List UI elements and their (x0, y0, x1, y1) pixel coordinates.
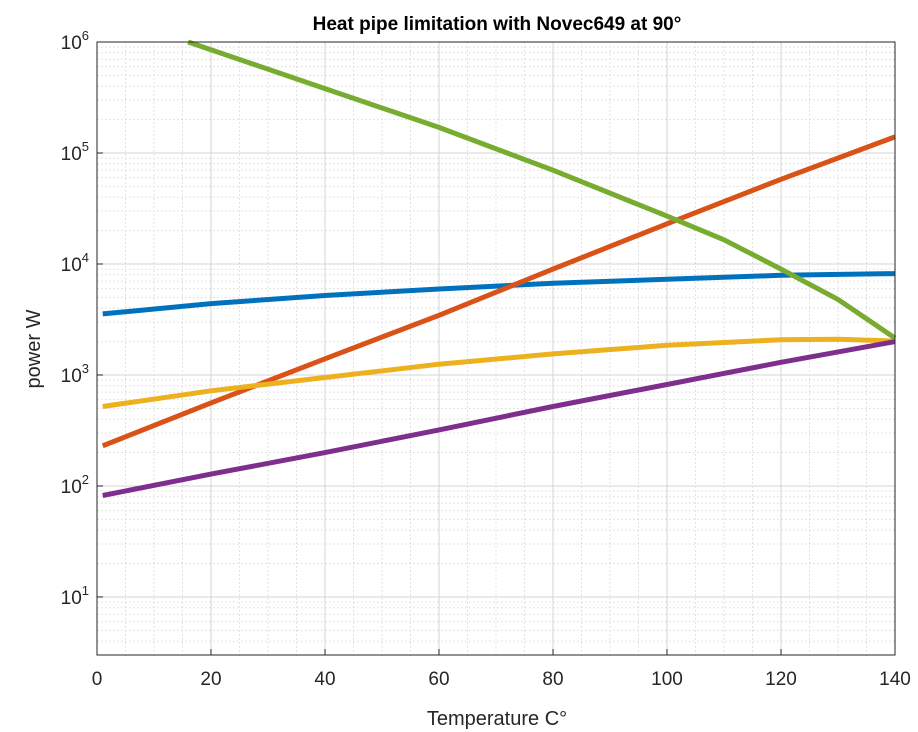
series-line-1 (102, 271, 896, 317)
y-tick-label: 103 (61, 361, 89, 387)
y-tick-label: 101 (61, 583, 89, 609)
x-tick-label: 20 (200, 669, 221, 690)
y-axis-label: power W (23, 309, 45, 388)
x-tick-label: 0 (92, 669, 103, 690)
y-tick-label: 105 (61, 139, 89, 165)
x-tick-label: 120 (765, 669, 797, 690)
series-line-2 (101, 134, 896, 449)
y-tick-label: 102 (61, 472, 89, 498)
plot-frame (96, 41, 896, 656)
chart-title: Heat pipe limitation with Novec649 at 90… (313, 14, 682, 35)
series-line-4 (102, 339, 896, 498)
x-axis-label: Temperature C° (427, 708, 567, 730)
x-tick-label: 100 (651, 669, 683, 690)
minor-grid (97, 42, 895, 655)
series-layer (101, 39, 897, 498)
y-tick-label: 106 (61, 28, 89, 54)
y-axis: 101 102 103 104 105 106 (61, 28, 103, 609)
y-tick-label: 104 (61, 250, 89, 276)
series-line-3 (102, 336, 896, 409)
plot-area (97, 42, 895, 655)
series-line-5 (187, 39, 897, 341)
x-axis: 0 20 40 60 80 100 120 140 (92, 649, 911, 690)
x-tick-label: 60 (428, 669, 449, 690)
x-tick-label: 80 (542, 669, 563, 690)
x-tick-label: 140 (879, 669, 911, 690)
x-tick-label: 40 (314, 669, 335, 690)
